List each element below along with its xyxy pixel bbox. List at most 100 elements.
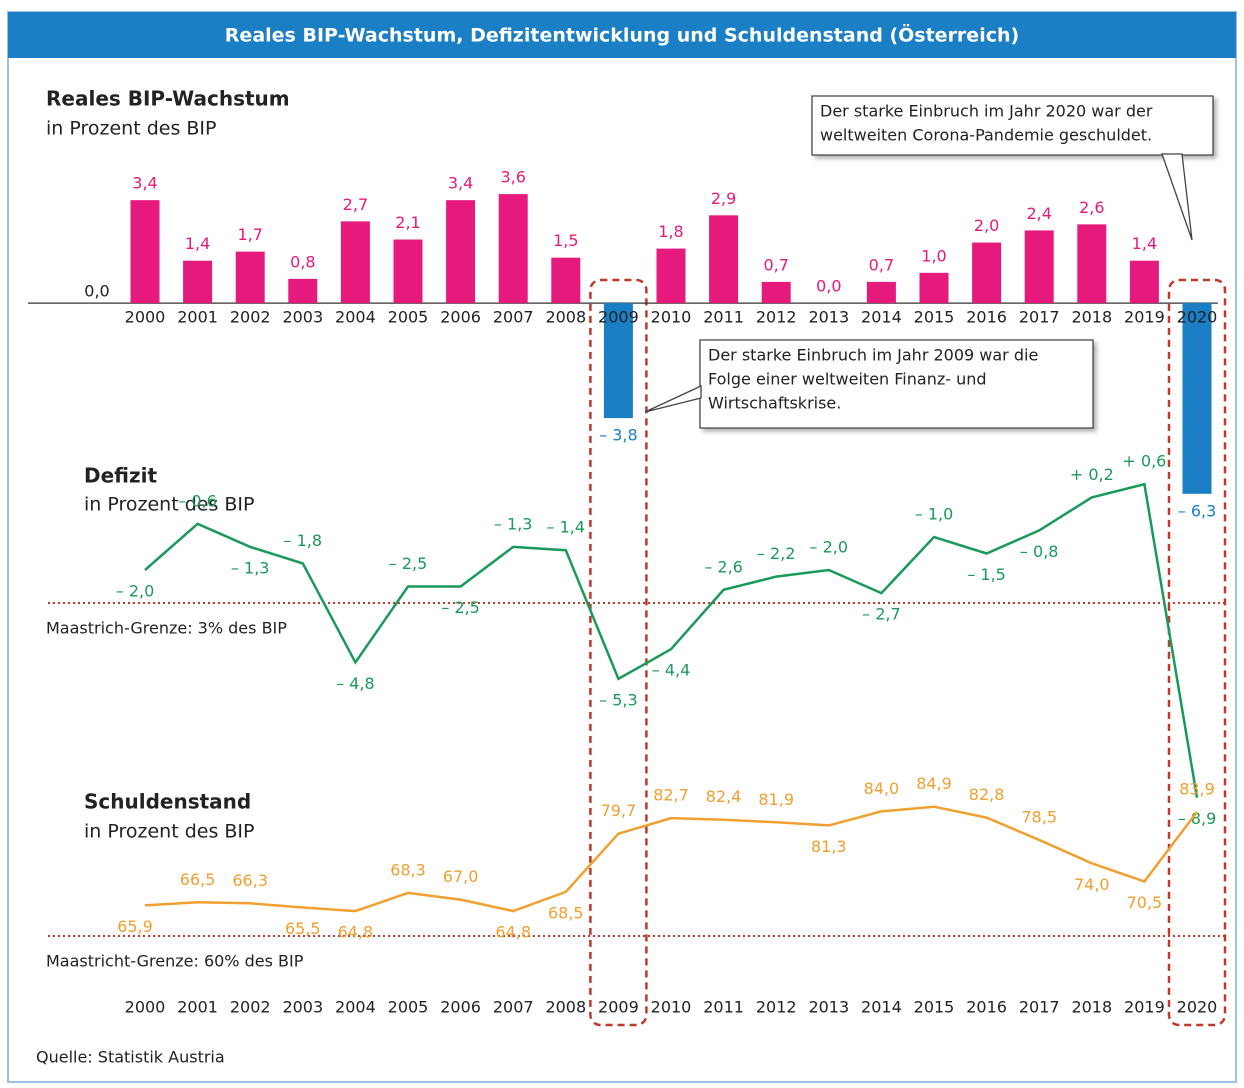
value-label: 70,5 — [1127, 893, 1163, 912]
header-title: Reales BIP-Wachstum, Defizitentwicklung … — [225, 23, 1019, 47]
value-label: – 4,8 — [336, 674, 375, 693]
bar — [393, 239, 423, 304]
header-bar — [8, 12, 1236, 58]
x-tick-label: 2011 — [703, 998, 744, 1017]
value-label: 81,9 — [758, 790, 794, 809]
x-tick-label: 2002 — [230, 998, 271, 1017]
value-label: – 6,3 — [1178, 501, 1217, 520]
value-label: – 0,8 — [1020, 542, 1059, 561]
chart-subtitle: in Prozent des BIP — [84, 494, 254, 516]
x-tick-label: 2000 — [125, 308, 166, 327]
value-label: 0,0 — [816, 277, 841, 296]
chart-subtitle: in Prozent des BIP — [46, 118, 216, 140]
callout-text: Der starke Einbruch im Jahr 2009 war die — [708, 346, 1038, 365]
x-tick-label: 2006 — [440, 308, 481, 327]
chart-title: Defizit — [84, 464, 157, 488]
highlight-box — [1167, 278, 1227, 1027]
x-tick-label: 2013 — [808, 308, 849, 327]
bar — [919, 272, 949, 304]
value-label: 78,5 — [1021, 807, 1057, 826]
bar — [551, 257, 581, 304]
value-label: – 2,5 — [389, 554, 428, 573]
bar — [709, 215, 739, 304]
x-tick-label: 2018 — [1071, 998, 1112, 1017]
x-tick-label: 2006 — [440, 998, 481, 1017]
source: Quelle: Statistik Austria — [36, 1048, 225, 1067]
x-tick-label: 2019 — [1124, 998, 1165, 1017]
x-tick-label: 2018 — [1071, 308, 1112, 327]
value-label: 2,7 — [343, 195, 368, 214]
value-label: – 1,3 — [494, 514, 533, 533]
value-label: 68,5 — [548, 903, 584, 922]
line — [144, 482, 1199, 798]
value-label: 2,6 — [1079, 198, 1104, 217]
bar — [498, 194, 528, 304]
x-tick-label: 2012 — [756, 998, 797, 1017]
value-label: 81,3 — [811, 837, 847, 856]
bar — [972, 242, 1002, 304]
value-label: – 1,3 — [231, 558, 270, 577]
callout-box — [811, 95, 1214, 156]
bar — [1077, 224, 1107, 304]
value-label: 2,1 — [395, 213, 420, 232]
value-label: 1,0 — [921, 246, 946, 265]
value-label: 2,0 — [974, 216, 999, 235]
value-label: 1,4 — [185, 234, 210, 253]
value-label: 3,4 — [448, 174, 473, 193]
x-tick-label: 2000 — [125, 998, 166, 1017]
bar — [340, 221, 370, 304]
bar — [761, 281, 791, 304]
value-label: + 0,6 — [1122, 452, 1166, 471]
bar — [1129, 260, 1159, 304]
x-tick-label: 2009 — [598, 998, 639, 1017]
value-label: 82,8 — [969, 785, 1005, 804]
x-tick-label: 2017 — [1019, 998, 1060, 1017]
bar — [1182, 303, 1212, 494]
callout-pointer — [644, 384, 702, 413]
callout-text: Folge einer weltweiten Finanz- und — [708, 370, 987, 389]
x-tick-label: 2012 — [756, 308, 797, 327]
reference-label: Maastricht-Grenze: 60% des BIP — [46, 952, 304, 971]
value-label: – 0,6 — [178, 491, 217, 510]
value-label: 67,0 — [443, 867, 479, 886]
value-label: – 1,4 — [547, 518, 586, 537]
value-label: 1,8 — [658, 222, 683, 241]
value-label: 65,5 — [285, 919, 321, 938]
value-label: 84,9 — [916, 774, 952, 793]
value-label: 1,4 — [1132, 234, 1157, 253]
y-tick-label: 0,0 — [84, 282, 109, 301]
bar — [130, 200, 160, 304]
value-label: 82,4 — [706, 787, 742, 806]
callout-text: Wirtschaftskrise. — [708, 394, 841, 413]
value-label: 2,4 — [1026, 204, 1051, 223]
x-tick-label: 2001 — [177, 998, 218, 1017]
x-tick-label: 2004 — [335, 308, 376, 327]
value-label: 1,5 — [553, 231, 578, 250]
value-label: 64,8 — [495, 923, 531, 942]
x-tick-label: 2020 — [1177, 308, 1218, 327]
value-label: 64,8 — [338, 923, 374, 942]
bar — [603, 303, 633, 419]
value-label: – 3,8 — [599, 426, 638, 445]
value-label: – 1,0 — [915, 505, 954, 524]
bar — [288, 278, 318, 304]
value-label: – 1,5 — [967, 565, 1006, 584]
value-label: – 1,8 — [284, 531, 323, 550]
value-label: + 0,2 — [1070, 465, 1114, 484]
reference-label: Maastrich-Grenze: 3% des BIP — [46, 619, 287, 638]
value-label: – 2,2 — [757, 544, 796, 563]
value-label: 2,9 — [711, 189, 736, 208]
value-label: 0,8 — [290, 252, 315, 271]
bar — [235, 251, 265, 304]
highlight-box — [589, 278, 648, 1027]
bar — [656, 248, 686, 304]
value-label: 83,9 — [1179, 779, 1215, 798]
value-label: – 2,0 — [810, 538, 849, 557]
value-label: 3,4 — [132, 174, 157, 193]
value-label: – 4,4 — [652, 661, 691, 680]
line — [144, 805, 1198, 913]
x-tick-label: 2020 — [1177, 998, 1218, 1017]
x-tick-label: 2009 — [598, 308, 639, 327]
x-tick-label: 2004 — [335, 998, 376, 1017]
bar — [446, 200, 476, 304]
